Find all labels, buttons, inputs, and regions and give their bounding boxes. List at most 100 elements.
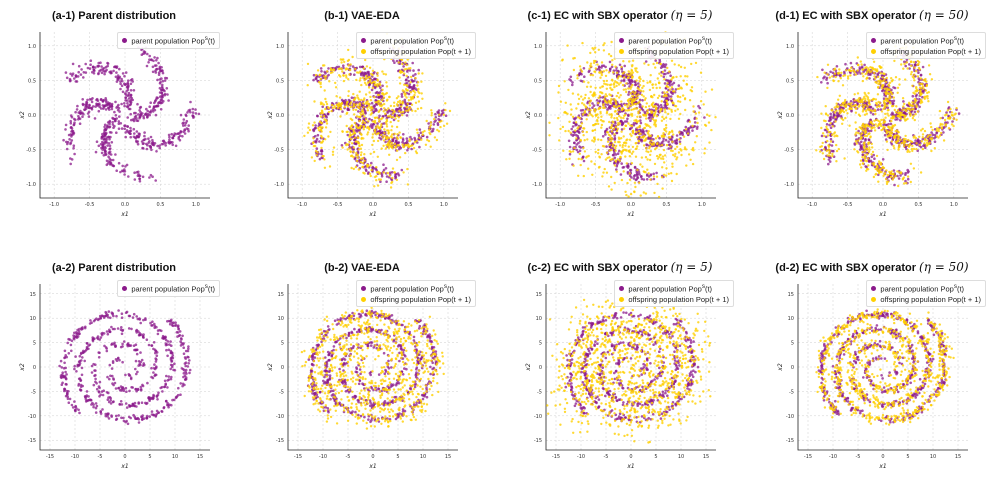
offspring-point — [885, 169, 888, 172]
offspring-point — [386, 171, 389, 175]
offspring-point — [927, 91, 930, 94]
parent-point — [342, 71, 346, 75]
offspring-point — [391, 112, 395, 115]
parent-point — [160, 91, 164, 95]
chart-title: (c-1) EC with SBX operator (η = 5) — [527, 8, 713, 22]
offspring-point — [376, 124, 379, 128]
offspring-point — [370, 81, 373, 85]
offspring-point — [421, 131, 424, 134]
offspring-point — [638, 108, 642, 112]
offspring-point — [355, 115, 359, 118]
parent-point — [103, 132, 107, 135]
offspring-point — [394, 146, 397, 149]
parent-point — [320, 148, 323, 152]
parent-point — [128, 107, 132, 111]
parent-point — [695, 127, 699, 130]
offspring-point — [339, 115, 342, 118]
offspring-point — [680, 153, 683, 157]
parent-point — [134, 114, 138, 118]
offspring-point — [679, 142, 682, 146]
offspring-point — [401, 100, 404, 104]
offspring-point — [314, 73, 318, 77]
offspring-point — [596, 63, 599, 66]
offspring-point — [656, 77, 659, 80]
parent-point — [104, 153, 108, 156]
offspring-point — [615, 106, 618, 109]
offspring-point — [628, 138, 631, 141]
offspring-point — [625, 193, 628, 197]
parent-point — [126, 102, 129, 105]
offspring-point — [410, 97, 413, 100]
offspring-point — [445, 122, 449, 125]
offspring-point — [878, 105, 881, 108]
parent-point — [149, 101, 152, 104]
offspring-point — [684, 108, 687, 112]
offspring-point — [324, 126, 328, 129]
offspring-point — [371, 86, 374, 90]
parent-point — [632, 177, 636, 180]
offspring-point — [361, 161, 364, 165]
chart-title: (b-1) VAE-EDA — [324, 10, 400, 22]
offspring-point — [630, 72, 633, 76]
y-tick-label: 0.0 — [276, 113, 284, 119]
offspring-point — [844, 109, 848, 112]
parent-point — [197, 112, 201, 116]
parent-point — [906, 171, 910, 174]
parent-point — [315, 77, 318, 81]
parent-point — [162, 88, 165, 92]
parent-point — [151, 70, 155, 74]
offspring-point — [390, 129, 393, 132]
parent-point — [601, 135, 605, 138]
parent-point — [183, 129, 187, 132]
offspring-point — [416, 95, 419, 99]
offspring-point — [823, 134, 826, 138]
offspring-point — [670, 179, 674, 183]
offspring-point — [369, 174, 372, 178]
offspring-point — [690, 86, 694, 89]
x-tick-label: -0.5 — [85, 202, 95, 208]
offspring-point — [630, 124, 634, 128]
offspring-point — [319, 141, 323, 144]
offspring-point — [694, 112, 698, 115]
offspring-point — [647, 124, 650, 128]
parent-point — [620, 162, 623, 165]
offspring-point — [894, 111, 898, 114]
offspring-point — [903, 145, 906, 148]
offspring-point — [373, 83, 377, 86]
parent-point — [663, 106, 666, 110]
offspring-point — [389, 114, 392, 117]
legend: parent population Pops(t) offspring popu… — [614, 32, 734, 59]
offspring-point — [398, 156, 402, 159]
offspring-point — [939, 117, 942, 120]
offspring-point — [643, 62, 646, 65]
parent-point — [71, 62, 75, 66]
parent-point — [836, 115, 840, 118]
offspring-point — [430, 109, 433, 112]
offspring-point — [637, 140, 641, 143]
offspring-point — [902, 141, 905, 144]
parent-point — [145, 142, 148, 146]
offspring-point — [610, 175, 613, 179]
y-tick-label: 0.0 — [534, 113, 542, 119]
offspring-point — [655, 115, 659, 118]
offspring-point — [366, 102, 370, 106]
offspring-point — [916, 75, 920, 78]
parent-point — [902, 111, 906, 115]
offspring-point — [388, 95, 391, 99]
offspring-point — [590, 65, 593, 68]
offspring-point — [670, 86, 674, 89]
parent-point — [881, 158, 885, 161]
offspring-point — [825, 125, 828, 128]
offspring-point — [651, 86, 655, 89]
offspring-point — [946, 100, 950, 104]
offspring-point — [633, 181, 637, 184]
parent-point — [86, 66, 90, 70]
parent-point — [312, 78, 315, 82]
offspring-point — [887, 114, 890, 117]
parent-point — [687, 118, 690, 122]
offspring-point — [352, 129, 355, 133]
parent-point — [849, 100, 853, 103]
offspring-point — [390, 141, 393, 145]
offspring-point — [414, 101, 418, 105]
parent-point — [620, 103, 623, 106]
